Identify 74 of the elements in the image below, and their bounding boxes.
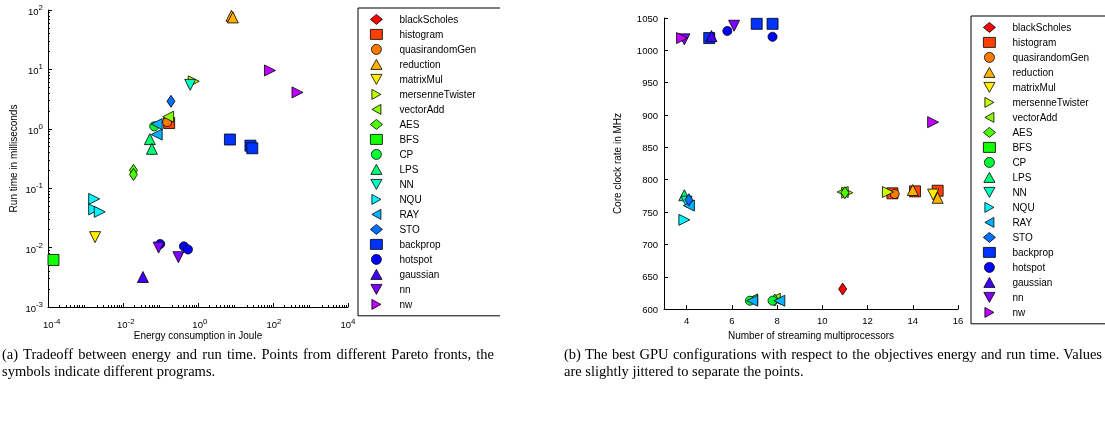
legend-label: gaussian [399,268,440,280]
y-tick-label: 950 [642,77,658,89]
legend-label: mersenneTwister [1012,96,1090,108]
x-tick-label: 10$^{-2}$ [116,316,135,331]
y-tick-label: 10$^{1}$ [28,61,43,77]
x-tick-label: 10$^{0}$ [192,316,208,331]
y-tick-label: 850 [642,141,658,153]
x-tick-label: 12 [862,314,873,326]
legend-label: hotspot [1012,261,1046,273]
legend-label: vectorAdd [1012,111,1058,123]
y-tick-label: 750 [642,206,658,218]
legend-label: nn [399,283,411,295]
legend-label: quasirandomGen [399,43,477,55]
y-tick-label: 10$^{0}$ [28,121,43,137]
legend-label: mersenneTwister [399,88,477,100]
x-tick-label: 4 [683,314,690,326]
x-axis-title: Energy consumption in Joule [133,329,263,341]
legend-label: NQU [399,193,422,205]
legend-label: gaussian [1012,276,1053,288]
y-tick-label: 10$^{2}$ [28,2,43,18]
legend-label: matrixMul [1012,81,1056,93]
legend-label: STO [399,223,420,235]
y-axis-title: Run time in milliseconds [7,104,19,213]
legend-label: LPS [399,163,419,175]
legend-label: AES [399,118,420,130]
legend-label: nn [1012,291,1024,303]
y-axis-title: Core clock rate in MHz [611,112,623,215]
x-tick-label: 10$^{4}$ [340,316,356,332]
legend-label: BFS [399,133,420,145]
legend-label: histogram [399,28,444,40]
y-tick-label: 10$^{-3}$ [25,299,43,315]
x-tick-label: 14 [907,314,919,326]
legend-label: quasirandomGen [1012,51,1090,63]
x-tick-label: 10$^{-4}$ [42,316,61,332]
y-tick-label: 1000 [636,44,658,56]
y-tick-label: 900 [642,109,658,121]
y-tick-label: 10$^{-1}$ [25,180,43,196]
text: (b) The best GPU configurations with respect to the objectives energy and run time. Values are slightly jittered to separate the points. [564,346,1102,379]
y-tick-label: 1050 [636,12,658,24]
legend-label: backprop [1012,246,1054,258]
legend-label: reduction [399,58,441,70]
legend-label: nw [399,298,413,310]
legend-label: NN [399,178,414,190]
x-axis-title: Number of streaming multiprocessors [727,329,895,341]
legend-label: hotspot [399,253,433,265]
legend-label: BFS [1012,141,1033,153]
legend-label: NN [1012,186,1027,198]
legend-label: vectorAdd [399,103,445,115]
legend-label: NQU [1012,201,1035,213]
y-tick-label: 650 [642,271,658,283]
legend-label: backprop [399,238,441,250]
legend-label: blackScholes [1012,21,1072,33]
y-tick-label: 10$^{-2}$ [25,240,43,256]
legend-label: blackScholes [399,13,459,25]
legend-label: CP [1012,156,1027,168]
legend-label: RAY [1012,216,1033,228]
legend-label: STO [1012,231,1033,243]
legend-label: reduction [1012,66,1054,78]
y-tick-label: 800 [642,174,658,186]
y-tick-label: 600 [642,303,658,315]
legend-label: nw [1012,306,1026,318]
x-tick-label: 16 [952,314,964,326]
x-tick-label: 8 [774,314,780,326]
legend-label: RAY [399,208,420,220]
legend-label: histogram [1012,36,1057,48]
x-tick-label: 10$^{2}$ [266,316,282,332]
legend-label: LPS [1012,171,1032,183]
text: (a) Tradeoff between energy and run time. Points from different Pareto fronts, the symbols indicate different programs. [2,346,494,379]
legend-label: CP [399,148,414,160]
legend-label: AES [1012,126,1033,138]
x-tick-label: 6 [729,314,735,326]
y-tick-label: 700 [642,238,658,250]
x-tick-label: 10 [817,314,828,326]
legend-label: matrixMul [399,73,443,85]
